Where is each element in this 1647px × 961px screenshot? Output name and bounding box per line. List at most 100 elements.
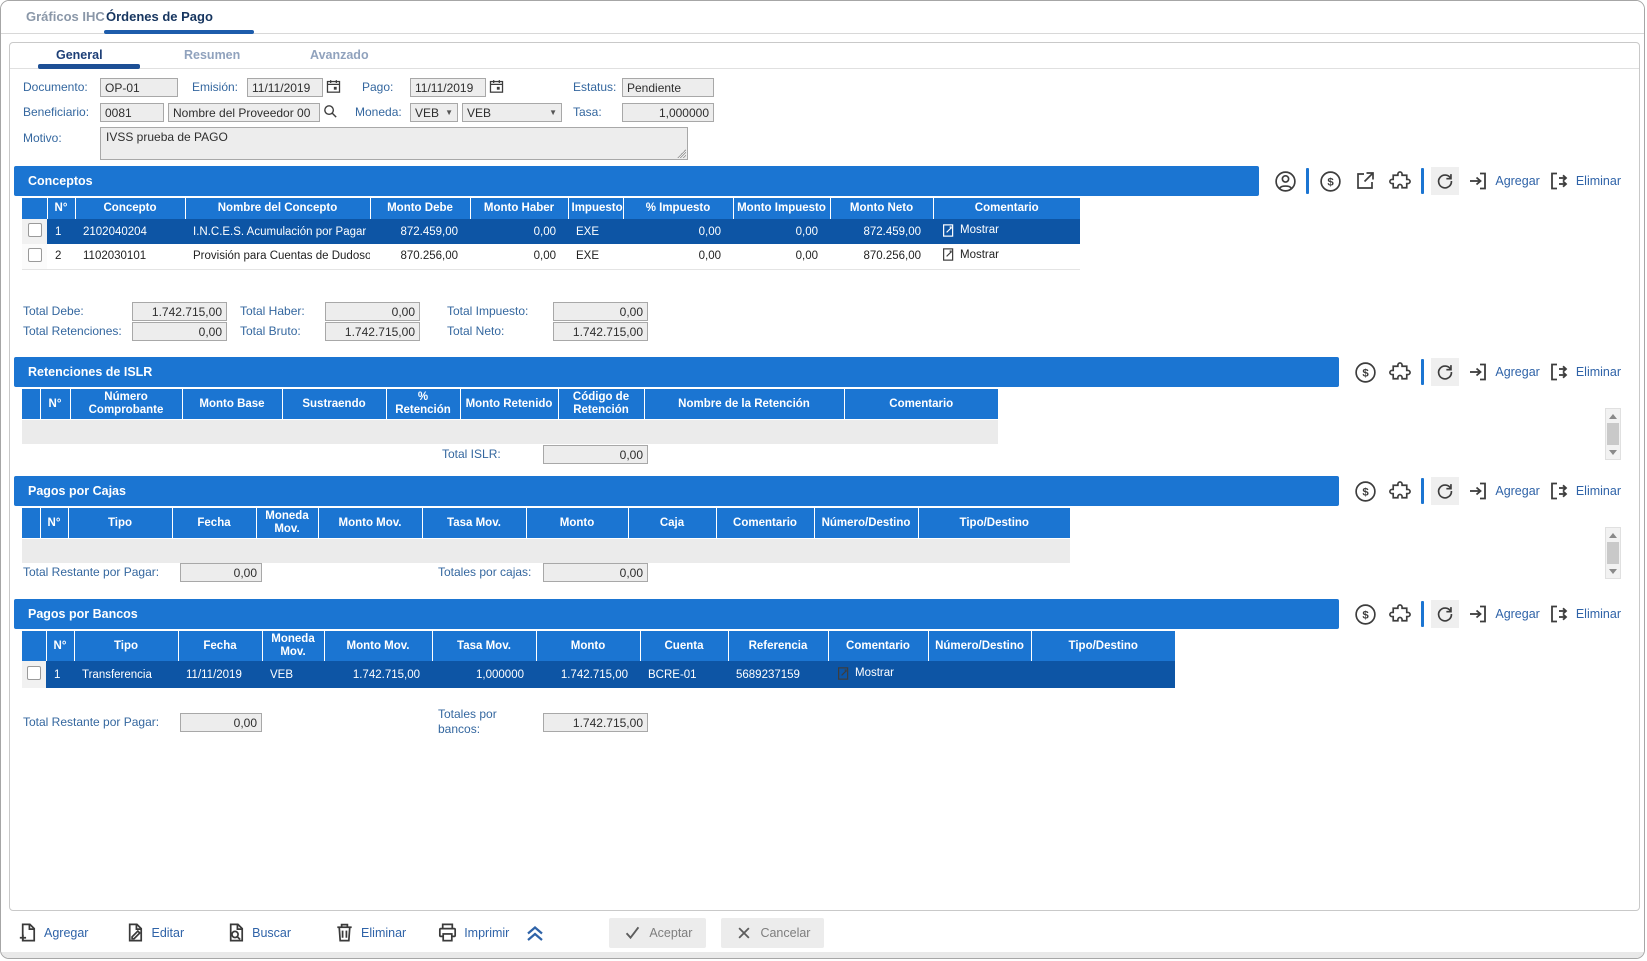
subtab-resumen[interactable]: Resumen — [184, 48, 241, 62]
imprimir-button[interactable]: Imprimir — [436, 921, 509, 944]
mostrar-comment-button[interactable]: Mostrar — [941, 223, 999, 238]
conceptos-row-2[interactable]: 2 1102030101 Provisión para Cuentas de D… — [22, 244, 1080, 270]
toolbar-separator — [1421, 168, 1425, 194]
pagos-bancos-eliminar-button[interactable]: Eliminar — [1547, 602, 1621, 626]
row-remove-icon — [1550, 605, 1568, 623]
pago-field[interactable]: 11/11/2019 — [410, 78, 486, 97]
total-impuesto-label: Total Impuesto: — [447, 304, 529, 318]
row-checkbox[interactable] — [27, 666, 41, 681]
cancelar-button[interactable]: Cancelar — [721, 917, 825, 948]
pagos-bancos-row-1[interactable]: 1 Transferencia 11/11/2019 VEB 1.742.715… — [22, 661, 1175, 689]
puzzle-icon[interactable] — [1386, 477, 1414, 505]
active-tab-underline — [104, 30, 254, 34]
agregar-button[interactable]: Agregar — [16, 921, 88, 944]
conceptos-agregar-button[interactable]: Agregar — [1466, 169, 1540, 193]
total-haber-label: Total Haber: — [240, 304, 305, 318]
puzzle-icon[interactable] — [1386, 358, 1414, 386]
row-checkbox[interactable] — [27, 247, 42, 262]
pagos-cajas-table: N° Tipo Fecha Moneda Mov. Monto Mov. Tas… — [22, 508, 1070, 539]
eliminar-button[interactable]: Eliminar — [333, 921, 406, 944]
puzzle-icon[interactable] — [1386, 167, 1414, 195]
conceptos-eliminar-button[interactable]: Eliminar — [1547, 169, 1621, 193]
currency-icon[interactable]: $ — [1351, 358, 1379, 386]
tasa-field[interactable]: 1,000000 — [622, 103, 714, 122]
subtab-avanzado[interactable]: Avanzado — [310, 48, 369, 62]
refresh-icon[interactable] — [1431, 600, 1460, 628]
scroll-down-arrow[interactable] — [1606, 565, 1620, 577]
moneda-select-1[interactable]: VEB — [410, 103, 458, 122]
totales-por-cajas-label: Totales por cajas: — [438, 565, 532, 579]
total-neto-field: 1.742.715,00 — [553, 322, 648, 341]
tab-ordenes-de-pago[interactable]: Órdenes de Pago — [106, 9, 213, 24]
collapse-toolbar-button[interactable] — [523, 921, 547, 945]
checkbox-column-header — [22, 389, 41, 420]
scroll-up-arrow[interactable] — [1606, 529, 1620, 541]
conceptos-table: N° Concepto Nombre del Concepto Monto De… — [22, 198, 1080, 270]
pagos-bancos-agregar-button[interactable]: Agregar — [1466, 602, 1540, 626]
total-haber-field: 0,00 — [325, 302, 420, 321]
refresh-icon[interactable] — [1431, 477, 1460, 505]
bancos-total-restante-field: 0,00 — [180, 713, 262, 732]
tab-graficos-ihc[interactable]: Gráficos IHC — [26, 9, 105, 24]
check-icon — [626, 926, 640, 940]
calendar-icon[interactable] — [488, 78, 505, 96]
currency-icon[interactable]: $ — [1351, 600, 1379, 628]
scroll-down-arrow[interactable] — [1606, 446, 1620, 458]
currency-icon[interactable]: $ — [1351, 477, 1379, 505]
total-bruto-label: Total Bruto: — [240, 324, 301, 338]
motivo-textarea[interactable]: IVSS prueba de PAGO — [100, 127, 688, 160]
currency-icon[interactable]: $ — [1316, 167, 1344, 195]
pago-label: Pago: — [362, 80, 394, 94]
row-checkbox[interactable] — [27, 223, 42, 237]
estatus-label: Estatus: — [573, 80, 617, 94]
scroll-up-arrow[interactable] — [1606, 410, 1620, 422]
aceptar-button[interactable]: Aceptar — [609, 917, 707, 948]
pagos-cajas-agregar-button[interactable]: Agregar — [1466, 479, 1540, 503]
total-islr-label: Total ISLR: — [442, 447, 501, 461]
motivo-label: Motivo: — [23, 131, 62, 145]
puzzle-icon[interactable] — [1386, 600, 1414, 628]
double-chevron-up-icon — [527, 925, 544, 941]
active-subtab-underline — [38, 64, 140, 69]
total-impuesto-field: 0,00 — [553, 302, 648, 321]
pagos-cajas-eliminar-button[interactable]: Eliminar — [1547, 479, 1621, 503]
svg-text:$: $ — [1362, 609, 1369, 621]
editar-button[interactable]: Editar — [123, 921, 184, 944]
resize-grip[interactable] — [677, 149, 686, 158]
mostrar-comment-button[interactable]: Mostrar — [941, 247, 999, 262]
conceptos-row-1[interactable]: 1 2102040204 I.N.C.E.S. Acumulación por … — [22, 219, 1080, 244]
external-link-icon[interactable] — [1351, 167, 1379, 195]
scroll-thumb[interactable] — [1607, 423, 1619, 445]
refresh-icon[interactable] — [1431, 167, 1460, 195]
emision-field[interactable]: 11/11/2019 — [247, 78, 323, 97]
main-panel: General Resumen Avanzado Documento: OP-0… — [9, 42, 1640, 911]
retenciones-scrollbar[interactable] — [1605, 408, 1621, 460]
tasa-label: Tasa: — [573, 105, 602, 119]
bottom-strip — [1, 952, 1644, 958]
motivo-text: IVSS prueba de PAGO — [106, 130, 228, 144]
document-search-icon — [229, 923, 244, 942]
retenciones-agregar-button[interactable]: Agregar — [1466, 360, 1540, 384]
total-debe-field: 1.742.715,00 — [132, 302, 227, 321]
buscar-button[interactable]: Buscar — [224, 921, 291, 944]
refresh-icon[interactable] — [1431, 358, 1460, 386]
trash-icon — [337, 923, 352, 942]
total-neto-label: Total Neto: — [447, 324, 505, 338]
subtab-general[interactable]: General — [56, 48, 103, 62]
search-icon[interactable] — [322, 103, 339, 121]
person-icon[interactable] — [1271, 167, 1299, 195]
retenciones-eliminar-button[interactable]: Eliminar — [1547, 360, 1621, 384]
beneficiario-name-field[interactable]: Nombre del Proveedor 00 — [168, 103, 320, 122]
beneficiario-code-field[interactable]: 0081 — [100, 103, 164, 122]
pagos-cajas-scrollbar[interactable] — [1605, 527, 1621, 579]
toolbar-separator — [1421, 359, 1425, 385]
totales-por-bancos-label: Totales por bancos: — [438, 707, 497, 736]
scroll-thumb[interactable] — [1607, 542, 1619, 564]
printer-icon — [439, 923, 457, 942]
conceptos-section-bar: Conceptos — [14, 166, 1260, 196]
calendar-icon[interactable] — [325, 78, 342, 96]
mostrar-comment-button[interactable]: Mostrar — [836, 666, 894, 681]
documento-field[interactable]: OP-01 — [100, 78, 178, 97]
moneda-select-2[interactable]: VEB — [462, 103, 562, 122]
